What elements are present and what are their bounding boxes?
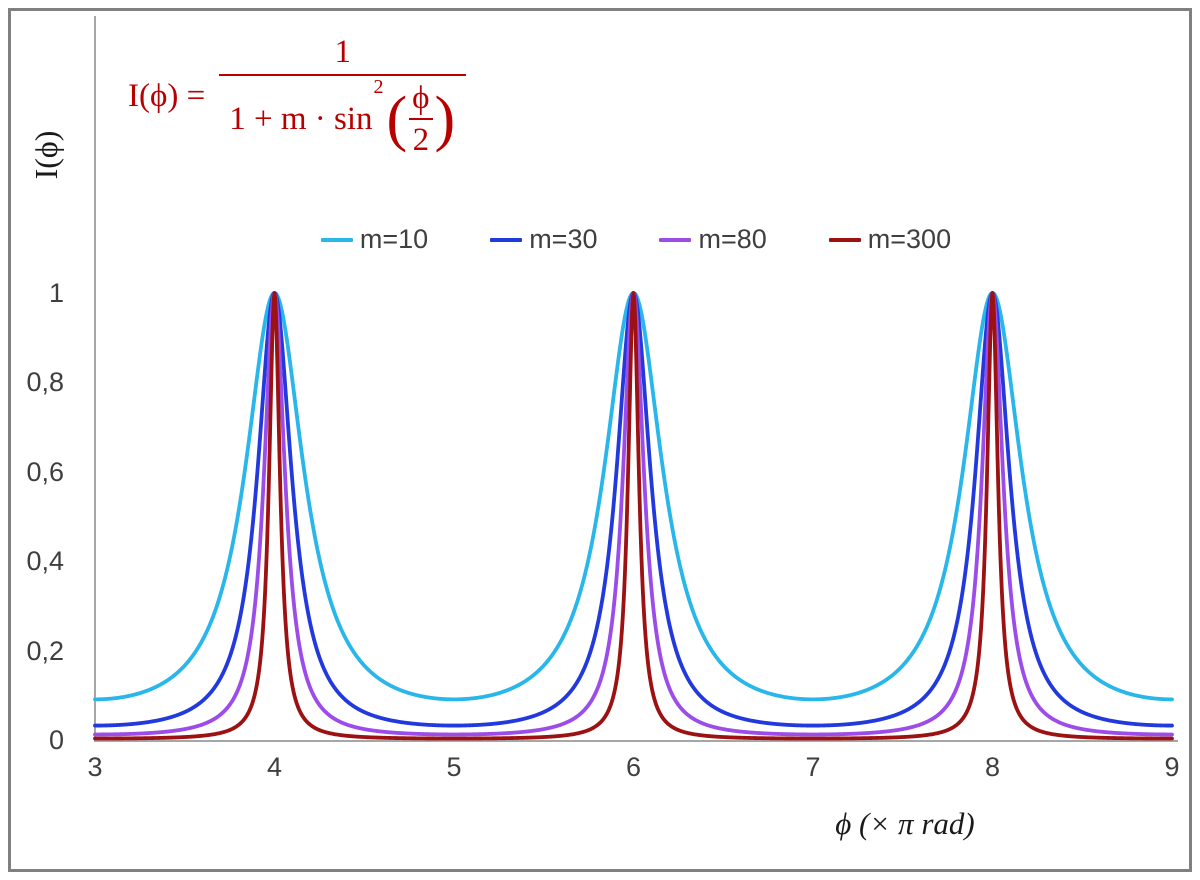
formula-exponent: 2 xyxy=(373,76,384,98)
chart-frame-border xyxy=(8,8,1192,872)
legend-label: m=10 xyxy=(359,224,429,254)
x-tick-label: 6 xyxy=(625,752,642,782)
series-line-m=300 xyxy=(93,291,1174,741)
y-tick-label: 0,4 xyxy=(26,546,64,577)
y-tick-label: 0,2 xyxy=(26,635,64,666)
legend-swatch-icon xyxy=(320,237,353,242)
legend: m=10 m=30 m=80 m=300 xyxy=(95,224,1177,255)
open-paren: ( xyxy=(386,84,408,153)
x-tick-label: 3 xyxy=(87,752,103,782)
legend-swatch-icon xyxy=(659,237,692,242)
x-tick-label: 8 xyxy=(984,752,1001,782)
x-tick-label: 7 xyxy=(805,752,821,782)
legend-item-m=300: m=300 xyxy=(828,224,952,255)
x-axis-title: ϕ (× π rad) xyxy=(835,806,975,841)
y-tick-label: 0,8 xyxy=(26,367,64,398)
legend-swatch-icon xyxy=(828,237,861,242)
y-axis-title: I(ϕ) xyxy=(27,130,64,180)
formula-fraction: 1 1 + m · sin 2 ( ϕ 2 ) xyxy=(219,34,467,159)
formula-den-text: 1 + m · sin xyxy=(229,101,373,137)
formula-lhs: I(ϕ) = xyxy=(128,78,206,114)
inner-denominator: 2 xyxy=(408,118,434,159)
inner-numerator: ϕ xyxy=(412,80,430,116)
formula-numerator: 1 xyxy=(334,34,351,70)
y-tick-label: 0 xyxy=(48,725,64,755)
x-tick-label: 4 xyxy=(266,752,283,782)
formula: I(ϕ) = 1 1 + m · sin 2 ( ϕ 2 ) xyxy=(128,34,467,159)
legend-label: m=30 xyxy=(529,224,598,254)
x-tick-label: 5 xyxy=(446,752,462,782)
legend-item-m=30: m=30 xyxy=(490,224,597,255)
legend-label: m=300 xyxy=(867,224,952,254)
series-line-m=30 xyxy=(93,291,1174,728)
y-tick-label: 0,6 xyxy=(26,456,64,487)
y-tick-label: 1 xyxy=(48,278,64,308)
legend-label: m=80 xyxy=(698,224,767,254)
legend-item-m=10: m=10 xyxy=(320,224,429,255)
inner-fraction: ϕ 2 xyxy=(408,80,434,159)
legend-swatch-icon xyxy=(490,237,523,242)
series-line-m=80 xyxy=(93,291,1174,737)
close-paren: ) xyxy=(434,84,456,153)
formula-denominator: 1 + m · sin 2 ( ϕ 2 ) xyxy=(219,74,467,159)
legend-item-m=80: m=80 xyxy=(659,224,767,255)
x-tick-label: 9 xyxy=(1164,752,1180,782)
